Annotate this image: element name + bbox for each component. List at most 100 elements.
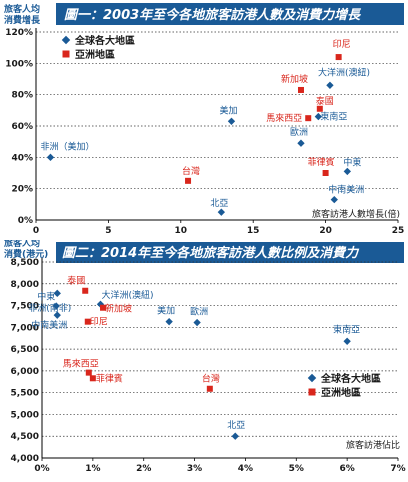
- y-tick-label: 7,500: [11, 302, 39, 312]
- y-tick-label: 120%: [5, 28, 33, 38]
- chart2-title-bar: [56, 242, 404, 263]
- x-tick-label: 5: [105, 226, 111, 236]
- data-point-label: 非洲（美加）: [40, 140, 94, 152]
- data-point-square: [185, 177, 192, 184]
- data-point-label: 非洲(南非): [28, 302, 71, 314]
- data-point-diamond: [231, 432, 239, 440]
- y-tick-label: 8,500: [11, 258, 39, 268]
- data-point-diamond: [165, 317, 173, 326]
- legend-diamond-icon: [307, 373, 317, 383]
- x-tick-label: 7%: [390, 464, 405, 474]
- data-point-label: 北亞: [210, 198, 228, 209]
- y-tick-label: 4,000: [11, 454, 39, 464]
- chart-1: 旅客人均 消費增長 圖一：2003年至今各地旅客訪港人數及消費力增長 0% 20%…: [4, 3, 404, 236]
- chart2-ylabel-line2: 消費(港元): [4, 248, 48, 260]
- chart1-ylabel-line1: 旅客人均: [4, 3, 40, 15]
- data-point-label: 台灣: [182, 165, 200, 177]
- y-tick-label: 5,500: [11, 389, 39, 399]
- y-tick-label: 5,000: [11, 410, 39, 420]
- data-point-label: 北亞: [227, 420, 245, 431]
- x-tick-label: 1%: [85, 464, 100, 474]
- data-point-label: 歐洲: [290, 126, 308, 138]
- data-point-label: 新加坡: [105, 303, 132, 315]
- legend-label: 亞洲地區: [321, 386, 361, 399]
- data-point-square: [85, 369, 92, 376]
- chart1-axes: 0% 20% 40% 60% 80% 100% 120% 0 5 10 15 20 25: [5, 28, 404, 236]
- data-point-label: 大洋洲(澳紐): [318, 66, 370, 78]
- legend-square-icon: [62, 50, 70, 58]
- chart2-axes: 4,000 4,500 5,000 5,500 6,000 6,500 7,000 7,500…: [11, 258, 406, 474]
- data-point-square: [100, 304, 107, 311]
- data-point-label: 東南亞: [320, 111, 347, 123]
- legend-label: 亞洲地區: [75, 48, 115, 61]
- chart2-ylabel-line1: 旅客人均: [4, 240, 40, 249]
- x-tick-label: 3%: [187, 464, 202, 474]
- data-point-label: 中東: [343, 156, 361, 168]
- chart2-xlabel: 旅客訪港佔比: [346, 439, 400, 451]
- data-point-label: 大洋洲(澳紐): [101, 289, 153, 301]
- y-tick-label: 80%: [11, 91, 33, 101]
- data-point-label: 歐洲: [190, 306, 208, 318]
- y-tick-label: 4,500: [11, 432, 39, 442]
- y-tick-label: 0%: [18, 216, 33, 226]
- chart1-title-bar: [56, 3, 404, 25]
- x-tick-label: 5%: [289, 464, 304, 474]
- data-point-diamond: [227, 117, 236, 125]
- data-point-diamond: [330, 195, 338, 204]
- data-point-diamond: [193, 318, 201, 327]
- data-point-square: [84, 318, 91, 325]
- data-point-label: 菲律賓: [96, 372, 123, 384]
- x-tick-label: 25: [392, 226, 405, 236]
- x-tick-label: 15: [247, 226, 260, 236]
- data-point-label: 美加: [219, 104, 237, 116]
- data-point-label: 馬來西亞: [63, 359, 99, 370]
- data-point-label: 印尼: [333, 38, 351, 50]
- x-tick-label: 6%: [340, 464, 355, 474]
- data-point-label: 中南美洲: [31, 319, 67, 331]
- legend-diamond-icon: [61, 35, 71, 45]
- data-point-square: [82, 287, 89, 294]
- x-tick-label: 20: [319, 226, 332, 236]
- data-point-label: 台灣: [202, 373, 220, 385]
- x-tick-label: 2%: [136, 464, 151, 474]
- chart1-ylabel-line2: 消費增長: [4, 14, 41, 26]
- data-point-square: [335, 54, 342, 61]
- data-point-label: 中東: [37, 290, 55, 302]
- legend-label: 全球各大地區: [320, 372, 381, 385]
- y-tick-label: 40%: [11, 153, 33, 163]
- data-point-diamond: [343, 337, 351, 345]
- data-point-diamond: [343, 167, 351, 176]
- data-point-square: [316, 105, 323, 112]
- data-point-label: 中南美洲: [328, 184, 364, 196]
- data-point-square: [89, 375, 96, 382]
- x-tick-label: 0: [33, 226, 39, 236]
- data-point-diamond: [46, 153, 55, 162]
- y-tick-label: 6,500: [11, 345, 39, 355]
- legend-label: 全球各大地區: [74, 34, 135, 47]
- data-point-square: [297, 86, 304, 93]
- chart1-grid: [36, 31, 398, 190]
- data-point-label: 美加: [157, 305, 175, 317]
- data-point-diamond: [217, 208, 226, 216]
- data-point-square: [322, 170, 329, 176]
- y-tick-label: 20%: [11, 185, 33, 195]
- data-point-label: 新加坡: [281, 73, 308, 85]
- chart1-title: 圖一：2003年至今各地旅客訪港人數及消費力增長: [64, 7, 361, 23]
- data-point-label: 馬來西亞: [266, 113, 302, 124]
- data-point-label: 泰國: [67, 275, 85, 287]
- data-point-diamond: [326, 81, 334, 89]
- x-tick-label: 10: [175, 226, 188, 236]
- y-tick-label: 60%: [11, 122, 33, 132]
- data-point-square: [206, 385, 213, 392]
- y-tick-label: 7,000: [11, 323, 39, 333]
- legend-square-icon: [308, 388, 316, 396]
- chart-2: 旅客人均 消費(港元) 圖二：2014年至今各地旅客訪港人數比例及消費力 4,0…: [4, 240, 406, 474]
- data-point-label: 泰國: [316, 95, 334, 107]
- data-point-diamond: [53, 311, 61, 319]
- y-tick-label: 100%: [5, 59, 33, 69]
